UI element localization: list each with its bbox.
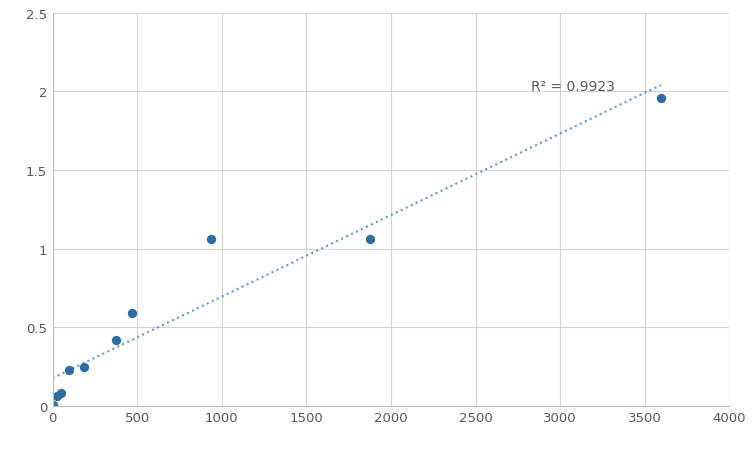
Point <box>50 392 62 399</box>
Point <box>110 337 122 344</box>
Text: R² = 0.9923: R² = 0.9923 <box>532 80 615 94</box>
Point <box>47 402 59 409</box>
Point <box>78 364 90 371</box>
Point <box>205 236 217 244</box>
Point <box>655 95 667 102</box>
Point <box>126 310 138 317</box>
Point <box>62 367 74 374</box>
Point <box>55 390 67 397</box>
Point <box>364 236 376 243</box>
